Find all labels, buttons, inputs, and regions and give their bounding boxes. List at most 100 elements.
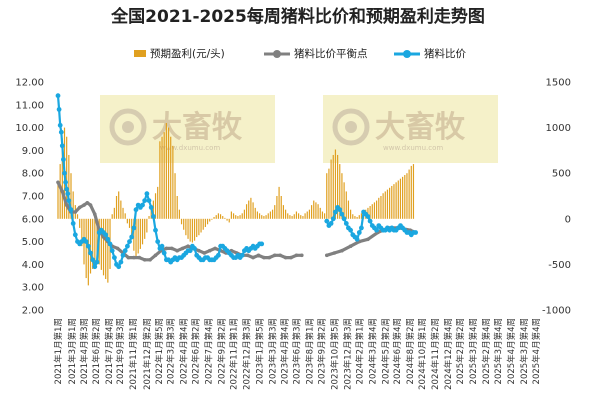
profit-bar [141, 218, 144, 245]
y-right-tick-label: -500 [548, 260, 571, 271]
series-point [115, 246, 120, 251]
profit-bar [81, 218, 83, 247]
profit-bar [198, 218, 200, 236]
series-point [341, 216, 347, 222]
profit-bar [378, 197, 380, 219]
profit-bar [133, 218, 135, 251]
profit-bar [319, 207, 321, 219]
profit-bar [399, 178, 402, 219]
x-tick-label: 2025年2月第2周 [455, 318, 466, 384]
series-point [94, 259, 100, 265]
profit-bar [85, 218, 87, 279]
series-point [61, 157, 66, 162]
watermark-brand: 大畜牧 [152, 110, 243, 145]
series-point [133, 207, 139, 213]
profit-bar [406, 173, 408, 219]
profit-bar [111, 214, 113, 219]
series-point [245, 253, 250, 258]
profit-bar [252, 202, 254, 219]
profit-bar [206, 218, 209, 225]
x-tick-label: 2021年3月第1周 [67, 318, 78, 384]
series-point [413, 230, 418, 235]
profit-bar [380, 196, 382, 219]
series-point [131, 225, 137, 231]
profit-bar [410, 165, 412, 219]
x-tick-label: 2025年3月第4周 [519, 318, 530, 384]
profit-bar [369, 206, 371, 219]
profit-bar [391, 185, 393, 219]
x-tick-label: 2023年9月第2周 [316, 318, 327, 384]
profit-bar [100, 218, 102, 270]
profit-bar [113, 207, 115, 219]
profit-bar [126, 218, 128, 224]
profit-bar [230, 211, 232, 219]
series-point [324, 218, 330, 224]
profit-bar [386, 189, 389, 219]
series-point [339, 211, 345, 217]
profit-bar [76, 214, 79, 219]
profit-bar [332, 154, 334, 219]
profit-bar [137, 218, 139, 254]
profit-bar [261, 215, 263, 219]
x-tick-label: 2022年7月第4周 [204, 318, 215, 384]
x-tick-label: 2022年3月第3周 [166, 318, 177, 384]
profit-bar [193, 218, 196, 241]
profit-bar [232, 213, 235, 219]
y-left-tick-label: 10.00 [15, 123, 44, 134]
series-point [332, 251, 337, 255]
profit-bar [404, 175, 406, 219]
profit-bar [371, 204, 373, 219]
profit-bar [105, 218, 107, 279]
series-point [300, 253, 304, 258]
profit-bar [191, 218, 193, 243]
profit-bar [70, 173, 72, 219]
profit-bar [278, 186, 280, 219]
series-point [216, 252, 221, 258]
profit-bar [148, 216, 150, 219]
profit-bar [384, 191, 386, 219]
profit-bar [389, 187, 391, 219]
profit-bar [347, 200, 350, 219]
series-point [122, 248, 128, 254]
series-point [88, 250, 93, 256]
series-point [112, 255, 117, 260]
chart-title: 全国2021-2025每周猪料比价和预期盈利走势图 [110, 6, 485, 27]
series-point [72, 232, 78, 238]
profit-bar [159, 141, 161, 219]
series-point [148, 205, 154, 210]
legend-swatch-bars [134, 50, 146, 57]
series-point [65, 191, 71, 197]
profit-bar [263, 216, 265, 219]
series-point [142, 258, 147, 262]
watermark-url: www.dxumu.com [383, 144, 443, 152]
series-point [82, 203, 86, 207]
profit-bar [265, 215, 267, 219]
series-point [118, 259, 124, 265]
y-left-tick-label: 2.00 [22, 306, 44, 317]
profit-bar [284, 209, 287, 219]
legend-marker-breakeven [273, 50, 281, 58]
legend: 预期盈利(元/头) 猪料比价平衡点 猪料比价 [134, 47, 466, 60]
profit-bar [222, 216, 224, 219]
profit-bar [300, 215, 302, 219]
profit-bar [341, 173, 343, 219]
series-point [161, 250, 167, 256]
x-tick-label: 2025年4月第4周 [531, 318, 542, 384]
x-tick-label: 2024年6月第4周 [392, 318, 403, 384]
series-point [186, 244, 190, 248]
series-point [83, 239, 89, 245]
y-right-tick-label: 1000 [546, 123, 571, 134]
series-point [289, 255, 293, 260]
series-point [127, 239, 132, 245]
profit-bar [412, 164, 415, 219]
series-point [278, 253, 283, 258]
profit-bar [358, 215, 360, 219]
profit-bar [107, 218, 109, 283]
profit-bar [61, 138, 63, 219]
profit-bar [102, 218, 105, 276]
series-point [267, 255, 272, 260]
x-tick-label: 2022年11月第1周 [229, 318, 240, 390]
